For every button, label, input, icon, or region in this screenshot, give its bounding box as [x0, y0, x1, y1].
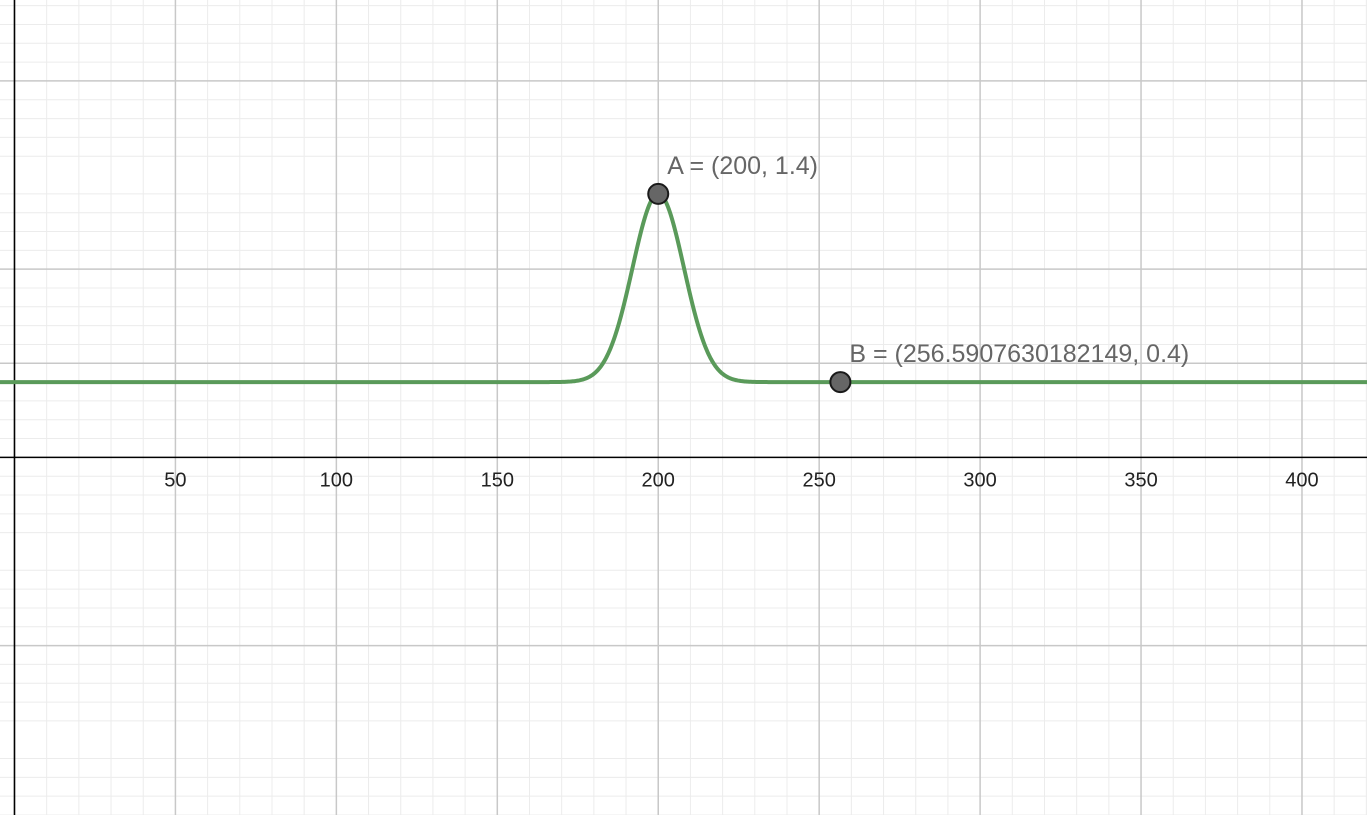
points[interactable]: A = (200, 1.4) B = (256.5907630182149, 0.… — [647, 152, 1189, 394]
x-tick-label: 300 — [963, 469, 996, 491]
point-b[interactable] — [829, 371, 852, 394]
point-b-label: B = (256.5907630182149, 0.4) — [849, 340, 1189, 368]
point-a[interactable] — [647, 182, 670, 205]
x-tick-label: 250 — [802, 469, 835, 491]
x-tick-label: 400 — [1285, 469, 1318, 491]
curves[interactable] — [0, 191, 1367, 385]
x-tick-label: 200 — [642, 469, 675, 491]
x-tick-label: 100 — [320, 469, 353, 491]
gaussian-curve[interactable] — [0, 191, 1367, 385]
x-tick-label: 150 — [481, 469, 514, 491]
point-a-label: A = (200, 1.4) — [667, 152, 818, 180]
x-tick-label: 50 — [164, 469, 186, 491]
x-tick-label: 350 — [1124, 469, 1157, 491]
x-tick-labels: 50 100 150 200 250 300 350 400 — [164, 469, 1318, 491]
